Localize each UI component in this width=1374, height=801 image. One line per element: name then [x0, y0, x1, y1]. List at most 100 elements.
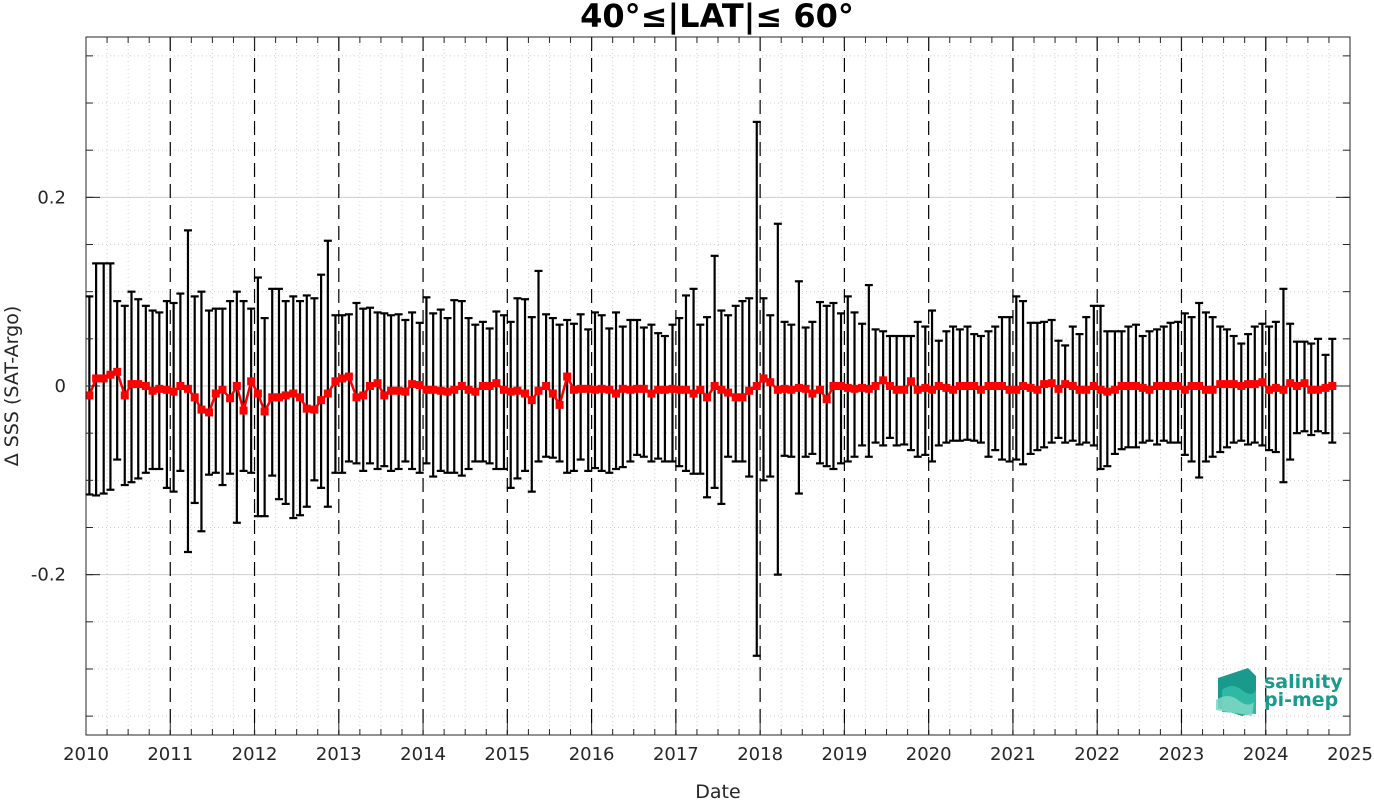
- mean-point: [183, 384, 192, 393]
- mean-point: [155, 384, 164, 393]
- mean-point: [281, 391, 290, 400]
- mean-point: [1159, 382, 1168, 390]
- y-tick-label: 0: [55, 376, 66, 397]
- mean-point: [675, 385, 684, 394]
- mean-point: [1286, 379, 1295, 388]
- mean-point: [176, 382, 185, 390]
- mean-point: [436, 386, 445, 395]
- mean-point: [211, 389, 220, 398]
- mean-point: [1082, 385, 1091, 394]
- mean-point: [1096, 385, 1105, 394]
- mean-point: [310, 405, 319, 414]
- mean-point: [1180, 385, 1189, 394]
- mean-point: [450, 385, 459, 394]
- mean-point: [365, 382, 374, 390]
- mean-point: [900, 385, 909, 394]
- mean-point: [527, 396, 536, 405]
- logo-text-salinity: salinity: [1264, 671, 1343, 693]
- mean-point: [408, 380, 417, 389]
- mean-point: [401, 387, 410, 396]
- mean-point: [892, 385, 901, 394]
- mean-point: [590, 385, 599, 394]
- mean-point: [584, 384, 593, 393]
- mean-point: [997, 382, 1006, 390]
- mean-point: [120, 391, 129, 400]
- mean-point: [906, 377, 915, 386]
- mean-point: [639, 384, 648, 393]
- mean-point: [647, 389, 656, 398]
- mean-point: [934, 382, 943, 390]
- y-tick-label: 0.2: [37, 187, 66, 208]
- mean-point: [780, 384, 789, 393]
- mean-point: [85, 391, 94, 400]
- x-tick-label: 2016: [569, 744, 615, 765]
- mean-point: [394, 386, 403, 395]
- mean-point: [668, 384, 677, 393]
- mean-point: [1075, 385, 1084, 394]
- mean-point: [106, 370, 115, 379]
- mean-point: [260, 407, 269, 416]
- mean-point: [127, 380, 136, 389]
- mean-point: [1124, 382, 1133, 390]
- mean-point: [913, 385, 922, 394]
- mean-point: [169, 387, 178, 396]
- x-tick-label: 2018: [737, 744, 783, 765]
- mean-point: [1300, 379, 1309, 388]
- mean-point: [850, 384, 859, 393]
- x-tick-label: 2015: [484, 744, 530, 765]
- mean-point: [871, 382, 880, 390]
- x-tick-label: 2023: [1159, 744, 1205, 765]
- mean-point: [1208, 385, 1217, 394]
- mean-point: [1145, 385, 1154, 394]
- mean-point: [794, 383, 803, 392]
- mean-point: [1054, 384, 1063, 393]
- mean-point: [471, 387, 480, 396]
- mean-point: [963, 382, 972, 390]
- mean-point: [548, 389, 557, 398]
- mean-point: [1195, 382, 1204, 390]
- mean-point: [885, 382, 894, 390]
- logo-wave-icon: [1216, 668, 1256, 716]
- mean-point: [829, 382, 838, 390]
- mean-point: [534, 386, 543, 395]
- x-tick-label: 2014: [400, 744, 446, 765]
- mean-point: [618, 384, 627, 393]
- mean-point: [478, 382, 487, 390]
- mean-point: [696, 385, 705, 394]
- mean-point: [976, 385, 985, 394]
- mean-point: [1292, 382, 1301, 390]
- mean-point: [485, 382, 494, 390]
- mean-point: [141, 382, 150, 390]
- mean-point: [499, 385, 508, 394]
- mean-point: [148, 386, 157, 395]
- mean-point: [359, 391, 368, 400]
- mean-point: [302, 404, 311, 413]
- mean-point: [344, 372, 353, 381]
- mean-point: [197, 405, 206, 414]
- mean-point: [563, 372, 572, 381]
- mean-point: [1068, 382, 1077, 390]
- mean-point: [1061, 380, 1070, 389]
- mean-point: [576, 384, 585, 393]
- mean-point: [991, 382, 1000, 390]
- mean-point: [1117, 382, 1126, 390]
- mean-point: [1005, 385, 1014, 394]
- mean-point: [1026, 383, 1035, 392]
- mean-point: [239, 406, 248, 415]
- mean-point: [415, 381, 424, 390]
- mean-point: [92, 374, 101, 383]
- mean-point: [745, 386, 754, 395]
- mean-point: [822, 395, 831, 404]
- mean-point: [247, 377, 256, 386]
- mean-point: [1040, 380, 1049, 389]
- mean-point: [759, 374, 768, 383]
- mean-point: [190, 393, 199, 402]
- mean-point: [1258, 378, 1267, 387]
- mean-point: [879, 376, 888, 385]
- mean-point: [506, 387, 515, 396]
- mean-point: [1216, 380, 1225, 389]
- x-tick-label: 2025: [1327, 744, 1373, 765]
- mean-point: [1237, 382, 1246, 390]
- mean-point: [681, 385, 690, 394]
- mean-point: [380, 391, 389, 400]
